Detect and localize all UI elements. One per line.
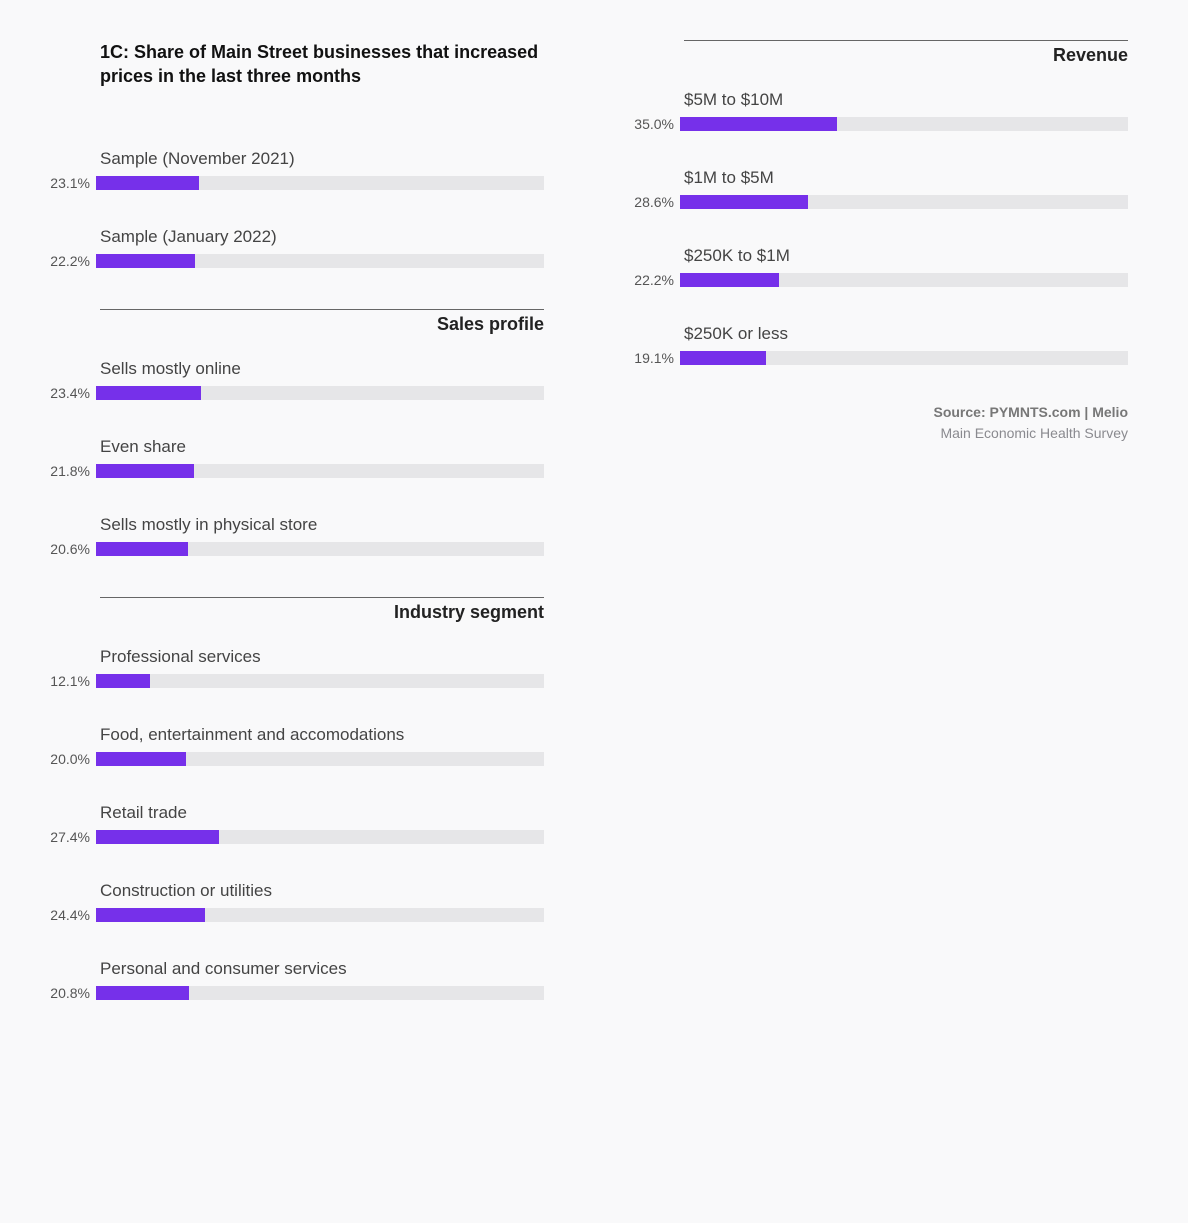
bar-item: Sample (January 2022)22.2% xyxy=(40,227,544,269)
section-header-industry-segment: Industry segment xyxy=(100,597,544,623)
industry-segment-group: Professional services12.1% Food, entertai… xyxy=(40,647,544,1001)
bar-label: $250K to $1M xyxy=(684,246,1128,266)
samples-group: Sample (November 2021)23.1% Sample (Janua… xyxy=(40,149,544,269)
bar-percent: 20.8% xyxy=(40,985,96,1001)
bar-percent: 20.0% xyxy=(40,751,96,767)
bar-fill xyxy=(96,176,199,190)
bar-row: 23.1% xyxy=(40,175,544,191)
bar-percent: 22.2% xyxy=(624,272,680,288)
bar-label: Retail trade xyxy=(100,803,544,823)
bar-percent: 22.2% xyxy=(40,253,96,269)
section-header-sales-profile: Sales profile xyxy=(100,309,544,335)
bar-label: Sells mostly online xyxy=(100,359,544,379)
bar-fill xyxy=(96,908,205,922)
bar-row: 24.4% xyxy=(40,907,544,923)
bar-label: $1M to $5M xyxy=(684,168,1128,188)
bar-track xyxy=(96,752,544,766)
bar-track xyxy=(680,117,1128,131)
bar-percent: 28.6% xyxy=(624,194,680,210)
bar-label: Personal and consumer services xyxy=(100,959,544,979)
bar-track xyxy=(96,386,544,400)
source-line1-sep: | xyxy=(1081,404,1093,420)
bar-track xyxy=(680,273,1128,287)
bar-track xyxy=(680,351,1128,365)
bar-fill xyxy=(96,674,150,688)
bar-track xyxy=(96,254,544,268)
bar-row: 20.8% xyxy=(40,985,544,1001)
bar-row: 19.1% xyxy=(624,350,1128,366)
bar-row: 20.6% xyxy=(40,541,544,557)
source-line1-a: Source: PYMNTS.com xyxy=(933,404,1080,420)
bar-label: Even share xyxy=(100,437,544,457)
bar-label: $250K or less xyxy=(684,324,1128,344)
bar-fill xyxy=(96,254,195,268)
bar-fill xyxy=(680,351,766,365)
bar-fill xyxy=(96,830,219,844)
bar-item: Food, entertainment and accomodations20.… xyxy=(40,725,544,767)
bar-item: Sample (November 2021)23.1% xyxy=(40,149,544,191)
bar-track xyxy=(96,542,544,556)
bar-label: Sample (November 2021) xyxy=(100,149,544,169)
bar-percent: 21.8% xyxy=(40,463,96,479)
source-line2: Main Economic Health Survey xyxy=(940,425,1128,441)
bar-row: 23.4% xyxy=(40,385,544,401)
bar-row: 20.0% xyxy=(40,751,544,767)
bar-percent: 23.1% xyxy=(40,175,96,191)
bar-label: $5M to $10M xyxy=(684,90,1128,110)
sales-profile-group: Sells mostly online23.4% Even share21.8% S… xyxy=(40,359,544,557)
bar-percent: 24.4% xyxy=(40,907,96,923)
bar-track xyxy=(96,908,544,922)
bar-row: 22.2% xyxy=(40,253,544,269)
bar-track xyxy=(96,176,544,190)
bar-track xyxy=(96,830,544,844)
bar-label: Sample (January 2022) xyxy=(100,227,544,247)
section-header-revenue: Revenue xyxy=(684,40,1128,66)
bar-row: 21.8% xyxy=(40,463,544,479)
bar-item: $1M to $5M28.6% xyxy=(624,168,1128,210)
revenue-group: $5M to $10M35.0% $1M to $5M28.6% $250K to … xyxy=(624,90,1128,366)
bar-fill xyxy=(96,464,194,478)
bar-fill xyxy=(96,542,188,556)
bar-percent: 27.4% xyxy=(40,829,96,845)
bar-track xyxy=(680,195,1128,209)
bar-label: Professional services xyxy=(100,647,544,667)
bar-fill xyxy=(680,117,837,131)
source-attribution: Source: PYMNTS.com | Melio Main Economic… xyxy=(684,402,1128,444)
bar-row: 12.1% xyxy=(40,673,544,689)
bar-percent: 20.6% xyxy=(40,541,96,557)
bar-row: 28.6% xyxy=(624,194,1128,210)
bar-item: $250K or less19.1% xyxy=(624,324,1128,366)
bar-track xyxy=(96,464,544,478)
left-column: 1C: Share of Main Street businesses that… xyxy=(40,40,544,1037)
bar-fill xyxy=(96,386,201,400)
bar-label: Construction or utilities xyxy=(100,881,544,901)
chart-title: 1C: Share of Main Street businesses that… xyxy=(100,40,544,89)
bar-label: Sells mostly in physical store xyxy=(100,515,544,535)
bar-item: Personal and consumer services20.8% xyxy=(40,959,544,1001)
bar-row: 35.0% xyxy=(624,116,1128,132)
bar-item: Retail trade27.4% xyxy=(40,803,544,845)
bar-label: Food, entertainment and accomodations xyxy=(100,725,544,745)
bar-item: $5M to $10M35.0% xyxy=(624,90,1128,132)
bar-fill xyxy=(680,195,808,209)
bar-item: Sells mostly in physical store20.6% xyxy=(40,515,544,557)
bar-percent: 35.0% xyxy=(624,116,680,132)
source-line1-b: Melio xyxy=(1092,404,1128,420)
bar-item: Sells mostly online23.4% xyxy=(40,359,544,401)
bar-fill xyxy=(96,752,186,766)
bar-row: 27.4% xyxy=(40,829,544,845)
bar-fill xyxy=(680,273,779,287)
right-column: Revenue $5M to $10M35.0%$1M to $5M28.6%$… xyxy=(624,40,1128,1037)
bar-percent: 19.1% xyxy=(624,350,680,366)
bar-item: Even share21.8% xyxy=(40,437,544,479)
bar-percent: 12.1% xyxy=(40,673,96,689)
bar-fill xyxy=(96,986,189,1000)
bar-percent: 23.4% xyxy=(40,385,96,401)
bar-item: Construction or utilities24.4% xyxy=(40,881,544,923)
bar-row: 22.2% xyxy=(624,272,1128,288)
bar-track xyxy=(96,674,544,688)
bar-item: $250K to $1M22.2% xyxy=(624,246,1128,288)
bar-track xyxy=(96,986,544,1000)
bar-item: Professional services12.1% xyxy=(40,647,544,689)
